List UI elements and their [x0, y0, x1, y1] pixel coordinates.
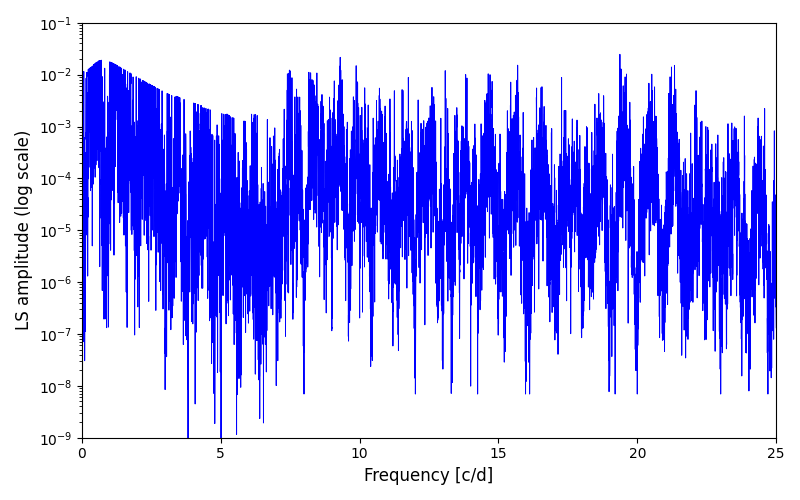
X-axis label: Frequency [c/d]: Frequency [c/d] — [364, 467, 494, 485]
Y-axis label: LS amplitude (log scale): LS amplitude (log scale) — [15, 130, 33, 330]
